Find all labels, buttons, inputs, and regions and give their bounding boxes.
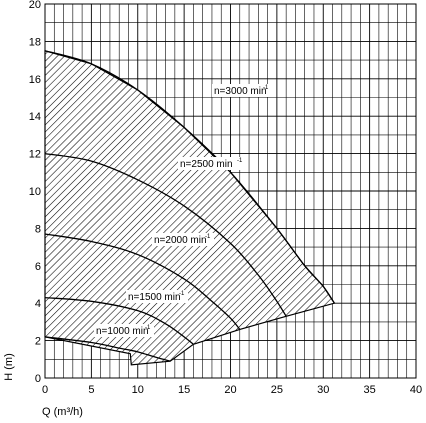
x-tick-label: 0 (42, 384, 48, 396)
y-tick-label: 12 (29, 149, 41, 161)
x-tick-label: 40 (410, 384, 422, 396)
curve-label-box (126, 290, 188, 303)
y-tick-label: 2 (35, 336, 41, 348)
y-axis-label: H (m) (3, 353, 15, 381)
curve-label-5: n=1000 min-1 (94, 324, 154, 337)
curve-label-superscript: -1 (263, 85, 269, 91)
curve-labels: n=3000 min-1n=2500 min -1n=2000 min-1n=15… (94, 84, 272, 337)
curve-label-3: n=2000 min-1 (152, 233, 214, 246)
operating-region-hatch (44, 50, 336, 366)
y-tick-label: 4 (35, 298, 41, 310)
curve-label-text: n=2500 min (180, 159, 233, 170)
curve-label-superscript: -1 (145, 325, 151, 331)
series-line-5 (44, 336, 171, 362)
curve-label-text: n=2000 min (154, 235, 207, 246)
tick-labels: 0 5 10 15 20 25 30 35 40 0 2 4 6 8 10 12 14 16 18 20 (29, 0, 422, 396)
curve-label-box (178, 157, 246, 170)
x-tick-label: 15 (178, 384, 190, 396)
x-tick-label: 35 (364, 384, 376, 396)
curve-label-1: n=3000 min-1 (212, 84, 272, 97)
y-tick-label: 6 (35, 261, 41, 273)
curve-label-2: n=2500 min -1 (178, 157, 246, 170)
operating-region (44, 50, 336, 366)
curve-label-4: n=1500 min-1 (126, 290, 188, 303)
series-line-4 (44, 296, 194, 345)
curve-label-superscript: -1 (179, 291, 185, 297)
curve-label-box (212, 84, 272, 97)
x-axis-label: Q (m³/h) (42, 406, 83, 418)
y-tick-label: 20 (29, 0, 41, 11)
y-tick-label: 18 (29, 36, 41, 48)
y-tick-label: 10 (29, 186, 41, 198)
y-tick-label: 16 (29, 74, 41, 86)
curve-label-superscript: -1 (205, 234, 211, 240)
y-tick-label: 14 (29, 111, 41, 123)
x-tick-label: 25 (271, 384, 283, 396)
curve-label-text: n=1000 min (96, 326, 149, 337)
curve-label-superscript: -1 (237, 158, 243, 164)
series-line-3 (44, 233, 241, 330)
x-tick-label: 20 (224, 384, 236, 396)
curve-label-text: n=1500 min (128, 292, 181, 303)
x-tick-label: 10 (132, 384, 144, 396)
x-tick-label: 5 (88, 384, 94, 396)
series-line-2 (44, 152, 287, 317)
curves (44, 50, 335, 362)
y-tick-label: 8 (35, 223, 41, 235)
series-line-1 (44, 50, 335, 304)
curve-label-text: n=3000 min (214, 86, 267, 97)
curve-label-box (152, 233, 214, 246)
curve-label-box (94, 324, 154, 337)
y-tick-label: 0 (35, 373, 41, 385)
x-tick-label: 30 (317, 384, 329, 396)
